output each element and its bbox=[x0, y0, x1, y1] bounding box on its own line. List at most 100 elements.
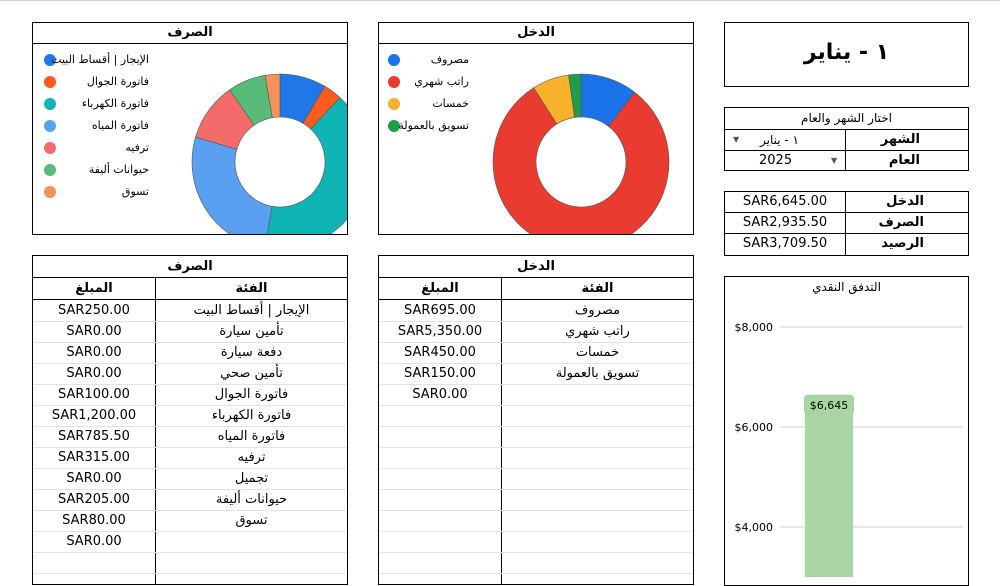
chevron-down-icon: ▼ bbox=[831, 156, 838, 165]
legend-swatch-icon bbox=[44, 142, 56, 154]
summary-label: الرصيد bbox=[881, 236, 924, 251]
table-row[interactable]: SAR0.00 تأمين سيارة bbox=[33, 321, 347, 343]
table-row[interactable]: SAR100.00 فاتورة الجوال bbox=[33, 384, 347, 406]
table-row[interactable]: SAR5,350.00 راتب شهري bbox=[379, 321, 693, 343]
expense-amount-cell: SAR0.00 bbox=[66, 471, 122, 486]
month-title: ١ - يناير bbox=[803, 40, 890, 65]
income-legend-item: مصروف bbox=[379, 52, 469, 68]
summary-box: الدخل SAR6,645.00 الصرف SAR2,935.50 الرصيد SA… bbox=[724, 191, 969, 256]
table-row[interactable] bbox=[379, 489, 693, 511]
expense-donut-chart[interactable] bbox=[33, 44, 347, 234]
year-dropdown[interactable]: 2025 ▼ bbox=[725, 151, 845, 171]
legend-swatch-icon bbox=[388, 76, 400, 88]
summary-value: SAR3,709.50 bbox=[742, 236, 828, 251]
income-table-header: المبلغ الفئة bbox=[379, 278, 693, 300]
cashflow-chart-panel[interactable]: التدفق النقدي $8,000$6,000$4,000$6,645$2… bbox=[724, 276, 969, 586]
expense-category-cell: الإيجار | أقساط البيت bbox=[193, 303, 310, 318]
income-slice[interactable] bbox=[492, 87, 670, 234]
income-category-cell: مصروف bbox=[574, 303, 621, 318]
y-tick-label: $8,000 bbox=[735, 321, 774, 334]
table-row[interactable]: SAR695.00 مصروف bbox=[379, 300, 693, 322]
table-row[interactable]: SAR0.00 تأمين صحي bbox=[33, 363, 347, 385]
expense-amount-cell: SAR205.00 bbox=[58, 492, 130, 507]
income-chart-panel[interactable]: الدخل مصروف راتب شهري خمسات تسويق بالعمولة bbox=[378, 22, 694, 235]
expense-legend-item: حيوانات أليفة bbox=[33, 162, 149, 178]
expense-category-cell: تسوق bbox=[235, 513, 268, 528]
expense-category-cell: تأمين سيارة bbox=[219, 324, 284, 339]
summary-value: SAR2,935.50 bbox=[725, 213, 845, 234]
table-row[interactable] bbox=[379, 405, 693, 427]
income-category-cell: خمسات bbox=[575, 345, 620, 360]
expense-legend-item: فاتورة الجوال bbox=[33, 74, 149, 90]
income-amount-cell: SAR150.00 bbox=[404, 366, 476, 381]
expense-chart-legend: الإيجار | أقساط البيت فاتورة الجوال فاتورة… bbox=[33, 44, 163, 204]
income-amount-cell: SAR695.00 bbox=[404, 303, 476, 318]
income-donut-chart[interactable] bbox=[379, 44, 693, 234]
expense-amount-cell: SAR785.50 bbox=[58, 429, 130, 444]
table-row[interactable]: SAR1,200.00 فاتورة الكهرباء bbox=[33, 405, 347, 427]
legend-swatch-icon bbox=[44, 186, 56, 198]
income-category-cell: راتب شهري bbox=[565, 324, 630, 339]
table-row[interactable]: SAR785.50 فاتورة المياه bbox=[33, 426, 347, 448]
table-row[interactable] bbox=[379, 447, 693, 469]
income-legend-item: خمسات bbox=[379, 96, 469, 112]
table-row[interactable]: SAR80.00 تسوق bbox=[33, 510, 347, 532]
table-row[interactable]: SAR0.00 تجميل bbox=[33, 468, 347, 490]
table-row[interactable]: SAR0.00 bbox=[33, 531, 347, 553]
table-row[interactable]: SAR0.00 دفعة سيارة bbox=[33, 342, 347, 364]
legend-swatch-icon bbox=[44, 98, 56, 110]
table-row[interactable] bbox=[379, 510, 693, 532]
legend-swatch-icon bbox=[44, 76, 56, 88]
sheet-top-border bbox=[0, 0, 1000, 1]
expense-slice[interactable] bbox=[265, 97, 347, 234]
selector-title: اختار الشهر والعام bbox=[725, 108, 968, 130]
expense-category-cell: فاتورة المياه bbox=[217, 429, 286, 444]
income-amount-cell: SAR5,350.00 bbox=[397, 324, 483, 339]
expense-amount-cell: SAR80.00 bbox=[62, 513, 126, 528]
expense-amount-cell: SAR0.00 bbox=[66, 324, 122, 339]
table-row[interactable]: SAR150.00 تسويق بالعمولة bbox=[379, 363, 693, 385]
expense-amount-cell: SAR250.00 bbox=[58, 303, 130, 318]
expense-amount-cell: SAR100.00 bbox=[58, 387, 130, 402]
expense-category-cell: دفعة سيارة bbox=[220, 345, 283, 360]
expense-chart-title: الصرف bbox=[33, 23, 347, 44]
table-row[interactable]: SAR205.00 حيوانات أليفة bbox=[33, 489, 347, 511]
expense-amount-cell: SAR0.00 bbox=[66, 534, 122, 549]
expense-legend-label: حيوانات أليفة bbox=[88, 163, 149, 176]
table-row[interactable]: SAR250.00 الإيجار | أقساط البيت bbox=[33, 300, 347, 322]
expense-col-category: الفئة bbox=[235, 281, 268, 296]
cashflow-bar-chart[interactable]: $8,000$6,000$4,000$6,645$2,936 bbox=[725, 277, 968, 577]
table-row[interactable] bbox=[379, 552, 693, 574]
income-legend-label: مصروف bbox=[430, 53, 469, 66]
month-dropdown[interactable]: ▼ ١ - يناير bbox=[725, 130, 845, 151]
expense-legend-label: الإيجار | أقساط البيت bbox=[51, 53, 149, 66]
table-row[interactable] bbox=[379, 426, 693, 448]
table-row[interactable]: SAR450.00 خمسات bbox=[379, 342, 693, 364]
table-row[interactable] bbox=[379, 531, 693, 553]
table-row[interactable] bbox=[33, 552, 347, 574]
expense-legend-item: ترفيه bbox=[33, 140, 149, 156]
month-title-box: ١ - يناير bbox=[724, 22, 969, 87]
table-row[interactable]: SAR0.00 bbox=[379, 384, 693, 406]
period-selector: اختار الشهر والعام الشهر ▼ ١ - يناير الع… bbox=[724, 107, 969, 171]
chevron-down-icon: ▼ bbox=[733, 135, 740, 144]
cashflow-chart-title: التدفق النقدي bbox=[812, 280, 881, 294]
table-row[interactable] bbox=[379, 468, 693, 490]
expense-chart-panel[interactable]: الصرف الإيجار | أقساط البيت فاتورة الجوال… bbox=[32, 22, 348, 235]
month-dropdown-value: ١ - يناير bbox=[760, 133, 799, 147]
summary-label: الصرف bbox=[846, 213, 968, 234]
cashflow-bar[interactable] bbox=[805, 394, 853, 577]
expense-slice[interactable] bbox=[191, 136, 273, 234]
expense-slice[interactable] bbox=[264, 73, 281, 119]
expense-category-cell: فاتورة الكهرباء bbox=[211, 408, 292, 423]
table-row[interactable]: SAR315.00 ترفيه bbox=[33, 447, 347, 469]
income-table-divider bbox=[501, 278, 502, 584]
expense-table-divider bbox=[155, 278, 156, 584]
expense-amount-cell: SAR0.00 bbox=[66, 345, 122, 360]
income-slice[interactable] bbox=[568, 73, 582, 118]
income-amount-cell: SAR450.00 bbox=[404, 345, 476, 360]
income-chart-legend: مصروف راتب شهري خمسات تسويق بالعمولة bbox=[379, 44, 479, 144]
summary-value: SAR6,645.00 bbox=[725, 192, 845, 213]
income-col-category: الفئة bbox=[581, 281, 614, 296]
year-label: العام bbox=[888, 153, 920, 168]
